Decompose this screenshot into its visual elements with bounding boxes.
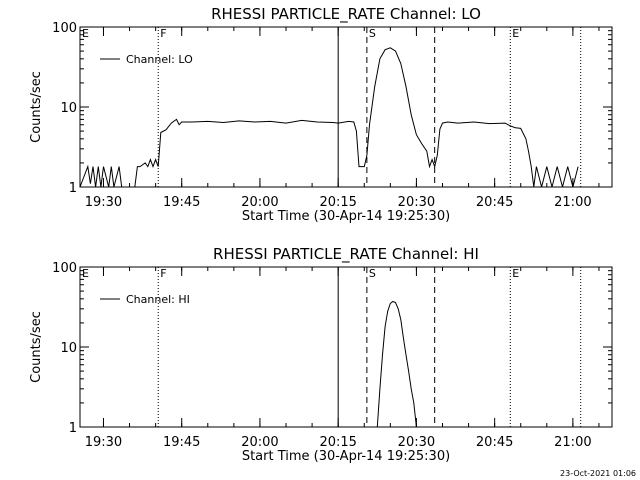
panel-0-y-tick-label: 1 [69, 181, 77, 196]
panel-0-x-tick-label: 20:30 [398, 195, 435, 210]
panel-0-x-tick-label: 21:00 [554, 195, 591, 210]
panel-0-marker-label: S [369, 27, 376, 40]
panel-0-title: RHESSI PARTICLE_RATE Channel: LO [211, 5, 481, 24]
panel-1-marker-label: E [512, 267, 519, 280]
panel-1-legend-entry: Channel: HI [126, 293, 190, 306]
panel-0-corner-label: E [82, 27, 89, 40]
panel-0-marker-label: E [512, 27, 519, 40]
panel-1-y-tick-label: 100 [52, 261, 77, 276]
panel-1-x-tick-label: 19:45 [163, 435, 200, 450]
panel-0-x-tick-label: 19:45 [163, 195, 200, 210]
panel-0-y-tick-label: 10 [60, 101, 77, 116]
panel-0-x-tick-label: 20:00 [241, 195, 278, 210]
panel-lo: RHESSI PARTICLE_RATE Channel: LO 1 10 100 19… [29, 5, 613, 224]
panel-1-marker-label: F [160, 267, 166, 280]
plot-timestamp: 23-Oct-2021 01:06 [560, 469, 636, 478]
panel-0-series-line [79, 47, 579, 188]
panel-0-legend-entry: Channel: LO [126, 53, 193, 66]
panel-1-axes-frame [79, 266, 613, 428]
panel-1-series-line [376, 300, 417, 428]
panel-1-x-tick-label: 20:45 [476, 435, 513, 450]
panel-1-x-axis-label: Start Time (30-Apr-14 19:25:30) [242, 449, 450, 464]
panel-1-y-tick-label: 10 [60, 341, 77, 356]
panel-0-x-tick-label: 20:45 [476, 195, 513, 210]
panel-1-x-tick-label: 19:30 [85, 435, 122, 450]
panel-0-marker-label: F [160, 27, 166, 40]
panel-0-x-tick-label: 19:30 [85, 195, 122, 210]
panel-1-x-tick-label: 21:00 [554, 435, 591, 450]
panel-0-axes-frame [79, 26, 613, 188]
panel-1-corner-label: E [82, 267, 89, 280]
panel-1-title: RHESSI PARTICLE_RATE Channel: HI [213, 245, 479, 264]
panel-0-y-tick-label: 100 [52, 21, 77, 36]
panel-1-y-axis-label: Counts/sec [29, 311, 44, 383]
panel-hi: RHESSI PARTICLE_RATE Channel: HI 1 10 100 19… [29, 245, 613, 464]
panel-1-x-tick-label: 20:00 [241, 435, 278, 450]
panel-0-x-tick-label: 20:15 [319, 195, 356, 210]
panel-1-x-tick-label: 20:15 [319, 435, 356, 450]
panel-0-y-axis-label: Counts/sec [29, 71, 44, 143]
panel-0-x-axis-label: Start Time (30-Apr-14 19:25:30) [242, 209, 450, 224]
panel-1-marker-label: S [369, 267, 376, 280]
panel-1-x-tick-label: 20:30 [398, 435, 435, 450]
panel-1-y-tick-label: 1 [69, 421, 77, 436]
